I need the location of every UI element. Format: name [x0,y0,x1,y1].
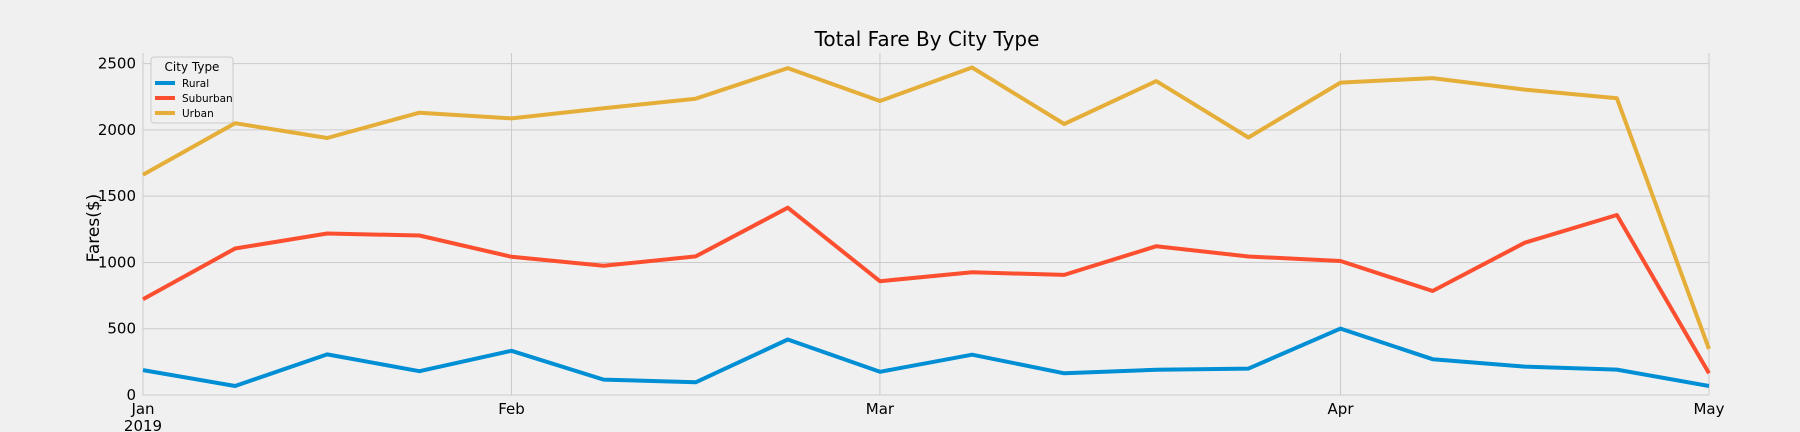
grid [142,53,1710,396]
x-tick-label: Jan [130,400,154,418]
legend-label-urban: Urban [182,108,214,120]
series-line-rural [142,326,1710,388]
legend-label-suburban: Suburban [182,93,233,105]
legend-label-rural: Rural [182,78,209,90]
y-tick-label: 1000 [98,253,136,271]
x-tick-label: Mar [866,400,895,418]
series-lines [142,65,1711,388]
x-tick-label: Apr [1328,400,1355,418]
chart-title: Total Fare By City Type [814,27,1040,51]
legend-items: Rural Suburban Urban [155,78,233,120]
y-tick-label: 2000 [98,121,136,139]
series-line-urban [142,65,1711,350]
y-tick-label: 1500 [98,187,136,205]
series-line-suburban [142,205,1711,375]
legend-title: City Type [165,60,220,74]
x-year-label: 2019 [124,417,162,432]
legend-box [150,56,234,124]
tick-labels: 0 500 1000 1500 2000 2500 Jan Feb Mar Apr May 2019 [98,55,1725,432]
x-tick-label: Feb [498,400,525,418]
y-tick-label: 0 [126,386,136,404]
y-tick-label: 2500 [98,55,136,73]
y-tick-label: 500 [107,320,136,338]
legend: City Type Rural Suburban Urban [150,56,234,124]
x-tick-label: May [1693,400,1724,418]
y-axis-label: Fares($) [84,194,104,263]
